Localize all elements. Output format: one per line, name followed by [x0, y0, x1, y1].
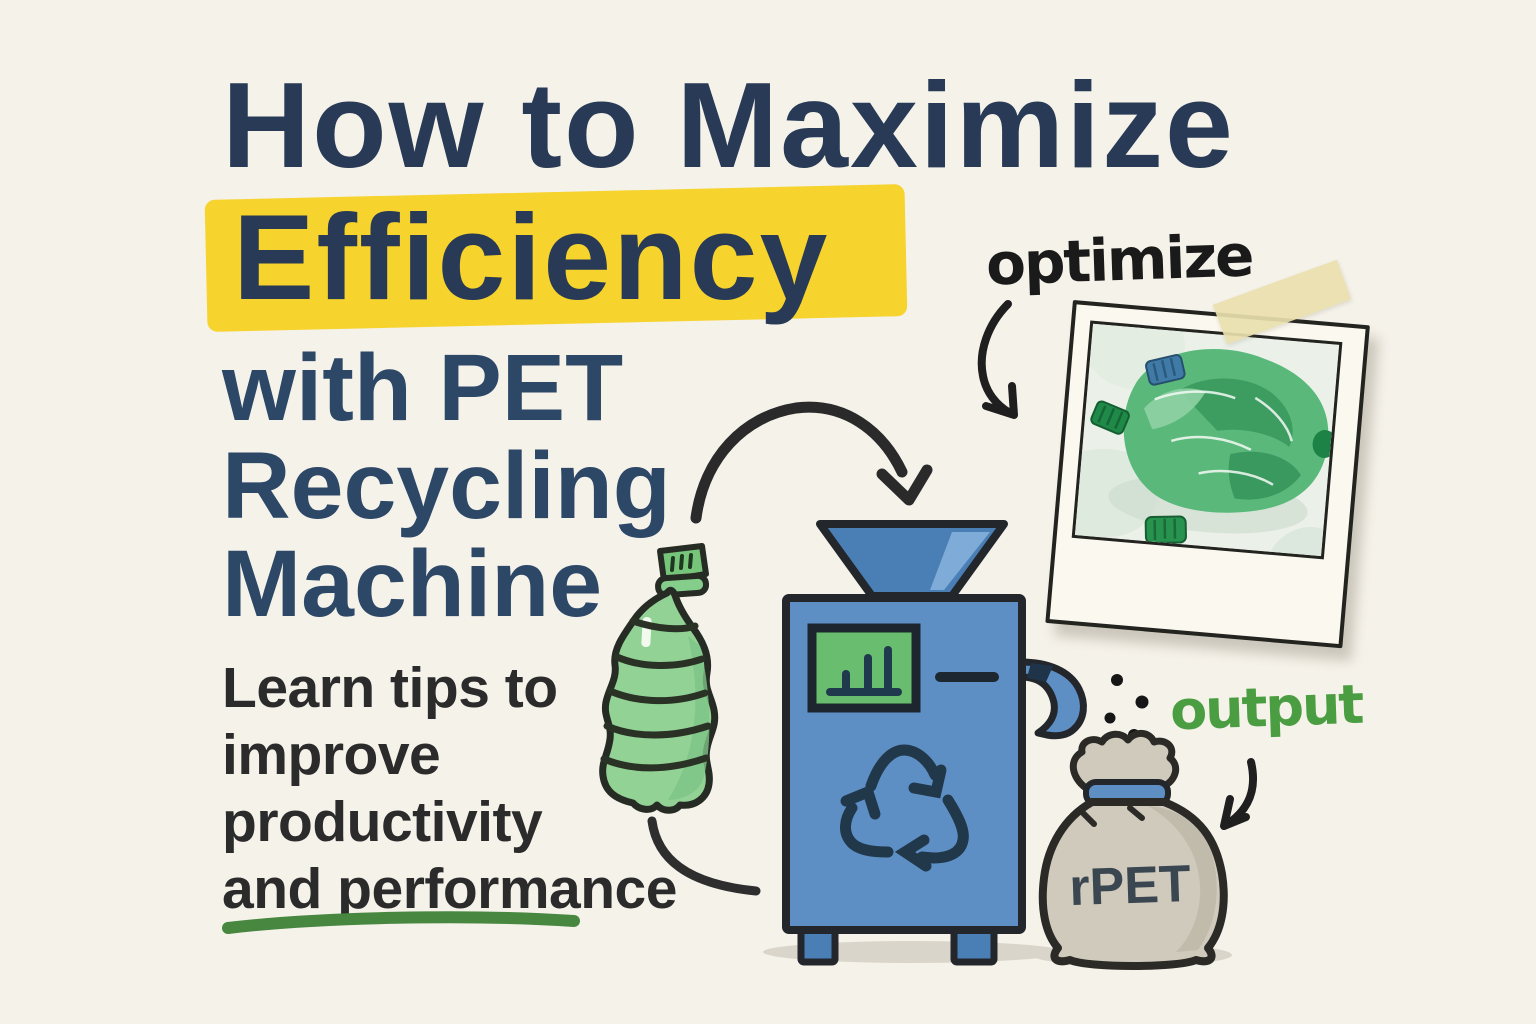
sack-shading: [1148, 806, 1217, 952]
crushed-bottles-photo: [1071, 320, 1343, 560]
title-line-1: How to Maximize: [222, 57, 1235, 193]
pellet-dots: [1104, 674, 1149, 741]
bottle-cap-ridges: [670, 553, 693, 572]
subtitle: Learn tips to improve productivity and p…: [222, 655, 677, 923]
output-label: output: [1168, 672, 1364, 743]
sack-body: [1038, 798, 1228, 970]
photo-illustration: [1074, 323, 1340, 557]
sack-creases: [1079, 805, 1145, 827]
output-arrow-icon: [1220, 758, 1258, 830]
crushed-bottle-dark-fold-2: [1228, 451, 1301, 500]
machine-screen: [807, 623, 921, 713]
polaroid-photo-frame: [1045, 300, 1370, 649]
sack-tie-band: [1083, 779, 1171, 807]
recycling-machine-illustration: [782, 520, 1087, 966]
pale-plastic-corner: [1270, 526, 1324, 557]
blue-bottle-cap: [1145, 354, 1186, 386]
recycle-arrows-icon: [840, 744, 969, 872]
sack-label: rPET: [1068, 855, 1192, 917]
subtitle-line-2: improve: [222, 723, 441, 787]
subtitle-line-1: Learn tips to: [222, 656, 558, 720]
subtitle-line-3: productivity: [222, 790, 543, 854]
crinkle-highlights: [1154, 390, 1293, 486]
subtitle-line-4: and performance: [222, 857, 677, 921]
input-arrow-icon: [690, 401, 933, 524]
machine-leg-left: [797, 920, 839, 966]
title-rest: with PET Recycling Machine: [222, 339, 671, 633]
hopper-highlight: [930, 532, 990, 590]
machine-hopper: [816, 520, 1008, 600]
title-line-with-pet: with PET: [222, 335, 624, 441]
machine-spout: [1017, 658, 1087, 740]
optimize-label: optimize: [984, 221, 1254, 299]
bar-chart-icon: [826, 646, 902, 696]
title-line-recycling: Recycling: [222, 433, 671, 539]
sack-shadow: [1032, 944, 1232, 966]
crushed-bottle-dark-fold: [1180, 378, 1293, 448]
machine-body: [782, 594, 1026, 934]
sack-ruffle: [1069, 730, 1180, 792]
spout-band: [1027, 663, 1053, 682]
machine-leg-right: [950, 920, 998, 966]
title-highlighted-word: Efficiency: [233, 189, 830, 325]
green-bottle-cap-bottom: [1144, 515, 1187, 545]
machine-shadow: [763, 941, 1063, 963]
spout-pipe: [1017, 658, 1087, 740]
green-bottle-cap-left: [1090, 400, 1130, 435]
title-line-machine: Machine: [222, 531, 603, 637]
optimize-arrow-icon: [977, 300, 1018, 419]
rpet-sack-illustration: rPET: [1038, 730, 1228, 970]
